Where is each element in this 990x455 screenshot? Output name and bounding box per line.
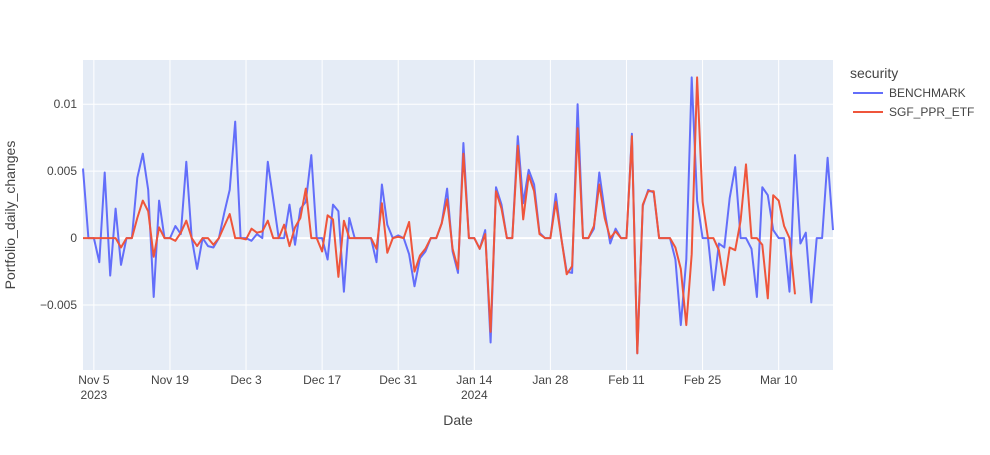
legend-title: security: [850, 65, 898, 81]
legend-item-sgf-ppr-etf[interactable]: SGF_PPR_ETF: [853, 105, 974, 119]
x-tick-year-label: 2023: [81, 388, 108, 402]
x-tick-label: Feb 25: [684, 373, 722, 387]
series-lines: [82, 76, 834, 355]
x-tick-label: Nov 19: [151, 373, 189, 387]
y-tick-label: −0.005: [40, 298, 77, 312]
legend-label: SGF_PPR_ETF: [889, 105, 974, 119]
x-tick-year-label: 2024: [461, 388, 488, 402]
y-tick-label: 0: [70, 231, 77, 245]
x-axis-title: Date: [443, 412, 473, 428]
y-tick-label: 0.01: [54, 97, 78, 111]
plot-area: [83, 60, 833, 370]
x-tick-label: Mar 10: [760, 373, 798, 387]
legend-label: BENCHMARK: [889, 86, 966, 100]
series-line-sgf-ppr-etf: [83, 76, 796, 355]
x-tick-label: Dec 31: [379, 373, 417, 387]
x-tick-label: Dec 17: [303, 373, 341, 387]
x-tick-label: Jan 14: [456, 373, 492, 387]
x-tick-label: Nov 5: [78, 373, 110, 387]
x-tick-label: Jan 28: [532, 373, 568, 387]
legend-item-benchmark[interactable]: BENCHMARK: [853, 86, 966, 100]
x-tick-label: Dec 3: [230, 373, 262, 387]
y-tick-label: 0.005: [47, 164, 77, 178]
legend: security BENCHMARK SGF_PPR_ETF: [850, 65, 974, 119]
x-tick-label: Feb 11: [608, 373, 645, 387]
y-axis-title: Portfolio_daily_changes: [2, 141, 18, 290]
